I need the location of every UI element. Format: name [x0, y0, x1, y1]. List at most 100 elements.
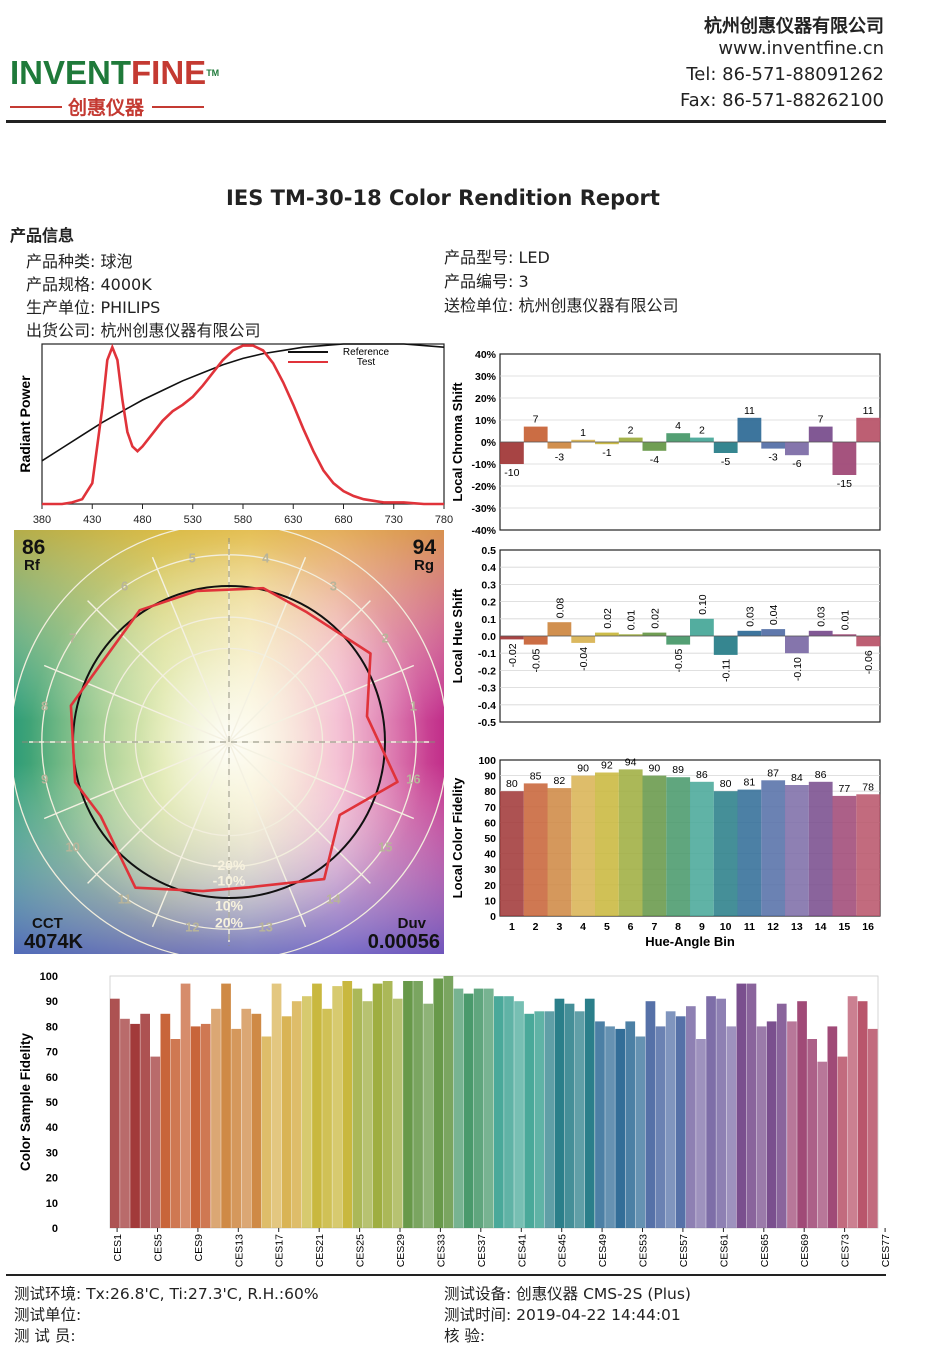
bar	[362, 1001, 373, 1228]
bar	[595, 1021, 605, 1228]
x-tick-label: CES41	[516, 1234, 528, 1267]
spoke	[43, 664, 230, 743]
data-label: -0.04	[578, 647, 590, 671]
spoke	[228, 600, 371, 743]
footer-env: 测试环境: Tx:26.8'C, Ti:27.3'C, R.H.:60%	[14, 1285, 319, 1303]
footer-tester: 测 试 员:	[14, 1327, 76, 1345]
company-logo: INVENTFINETM 创惠仪器	[10, 54, 225, 126]
bar	[534, 1011, 545, 1228]
data-label: 82	[554, 775, 566, 787]
spoke	[87, 600, 230, 743]
y-tick-label: 10%	[475, 415, 497, 427]
bar	[856, 417, 881, 442]
y-tick-label: 80	[484, 786, 496, 798]
data-label: 2	[628, 425, 634, 437]
bar	[666, 433, 691, 442]
bar	[523, 636, 548, 645]
ring-label: 10%	[215, 898, 244, 914]
x-tick-label: 380	[33, 514, 51, 526]
bar	[443, 976, 454, 1228]
bar	[737, 417, 762, 442]
data-label: 80	[720, 778, 732, 790]
bar	[690, 618, 714, 636]
spd-chart: 380 430 480 530 580 630 680 730 780 Radiant Power…	[17, 343, 453, 526]
bar	[547, 788, 572, 916]
y-tick-label: 0.2	[481, 597, 496, 609]
bar	[666, 777, 691, 916]
y-tick-label: 0.0	[481, 631, 496, 643]
data-label: 90	[577, 763, 589, 775]
logo-trademark: TM	[206, 68, 220, 78]
x-tick-label: CES25	[355, 1234, 367, 1267]
bar	[473, 988, 484, 1228]
y-tick-label: 0.5	[481, 545, 496, 557]
product-info-item: 出货公司: 杭州创惠仪器有限公司	[26, 321, 261, 340]
logo-part-fine: FINE	[131, 54, 207, 91]
y-tick-label: 90	[484, 771, 496, 783]
x-tick-label: CES37	[476, 1234, 488, 1267]
bin-label: 11	[118, 891, 132, 906]
x-tick-label: 15	[839, 921, 851, 933]
rf-label: Rf	[24, 557, 41, 574]
y-axis-label: Local Chroma Shift	[450, 382, 465, 502]
bar	[808, 781, 833, 916]
spoke	[228, 741, 307, 928]
legend-label: Test	[357, 357, 376, 368]
bar	[808, 630, 833, 636]
y-tick-label: -0.5	[478, 717, 496, 729]
bar	[618, 437, 643, 442]
y-tick-label: 40	[484, 849, 496, 861]
bar	[523, 783, 548, 916]
bar	[261, 1036, 272, 1228]
bar	[716, 998, 726, 1228]
y-tick-label: 20	[46, 1173, 58, 1185]
x-tick-label: 11	[744, 921, 755, 933]
y-axis-label: Local Hue Shift	[450, 588, 465, 683]
bar	[785, 785, 809, 916]
bar	[625, 1021, 636, 1228]
bar	[832, 634, 857, 636]
bin-label: 9	[41, 772, 48, 787]
bar	[500, 791, 524, 916]
bar	[832, 795, 857, 916]
bin-label: 8	[41, 698, 48, 713]
data-label: 0.01	[839, 610, 851, 631]
data-label: 4	[675, 420, 681, 432]
data-label: -15	[837, 478, 852, 490]
data-label: -6	[792, 458, 801, 470]
data-label: -0.02	[507, 643, 519, 667]
y-tick-label: -40%	[471, 525, 496, 537]
bar	[756, 1026, 767, 1228]
bar	[544, 1011, 555, 1228]
y-tick-label: 50	[46, 1097, 58, 1109]
bar	[160, 1013, 171, 1228]
data-label: 0.04	[768, 605, 780, 626]
data-label: 77	[839, 783, 851, 795]
y-tick-label: 20%	[475, 393, 497, 405]
x-tick-label: 480	[133, 514, 151, 526]
data-label: 0.03	[816, 606, 828, 627]
bar	[500, 442, 524, 464]
bar	[797, 1001, 807, 1228]
bar	[241, 1008, 252, 1228]
bar	[847, 996, 858, 1228]
company-tel: Tel: 86-571-88091262	[686, 64, 884, 85]
bar	[382, 981, 393, 1228]
product-info-item: 产品规格: 4000K	[26, 275, 152, 294]
data-label: 80	[506, 778, 518, 790]
bar	[713, 442, 738, 453]
y-tick-label: 60	[46, 1072, 58, 1084]
bar	[190, 1026, 201, 1228]
bar	[221, 983, 231, 1228]
plot-frame	[41, 343, 445, 505]
bar	[150, 1056, 161, 1228]
bar	[776, 1003, 787, 1228]
x-tick-label: 680	[334, 514, 352, 526]
data-label: 2	[699, 425, 705, 437]
x-tick-label: 2	[533, 921, 539, 933]
bar	[200, 1023, 211, 1228]
x-tick-label: 8	[675, 921, 681, 933]
product-info-item: 产品种类: 球泡	[26, 252, 133, 271]
y-tick-label: -10%	[471, 459, 496, 471]
company-website[interactable]: www.inventfine.cn	[718, 38, 884, 59]
